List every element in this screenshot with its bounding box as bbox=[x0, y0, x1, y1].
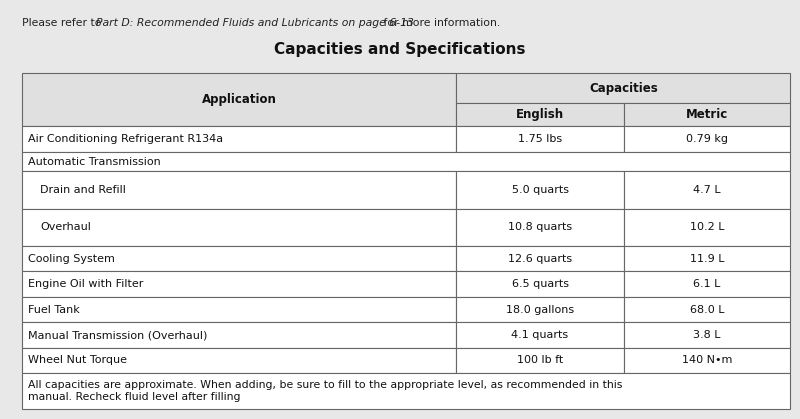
Text: Application: Application bbox=[202, 93, 277, 106]
Text: Metric: Metric bbox=[686, 108, 728, 121]
Text: 12.6 quarts: 12.6 quarts bbox=[508, 253, 572, 264]
Text: 0.79 kg: 0.79 kg bbox=[686, 134, 728, 144]
Text: 1.75 lbs: 1.75 lbs bbox=[518, 134, 562, 144]
Text: All capacities are approximate. When adding, be sure to fill to the appropriate : All capacities are approximate. When add… bbox=[28, 380, 622, 390]
Text: 18.0 gallons: 18.0 gallons bbox=[506, 305, 574, 315]
Text: Automatic Transmission: Automatic Transmission bbox=[28, 157, 161, 166]
Text: 140 N•m: 140 N•m bbox=[682, 355, 732, 365]
Text: Capacities and Specifications: Capacities and Specifications bbox=[274, 42, 526, 57]
Text: Capacities: Capacities bbox=[589, 82, 658, 95]
Text: 6.1 L: 6.1 L bbox=[694, 279, 721, 289]
Text: 3.8 L: 3.8 L bbox=[694, 330, 721, 340]
Text: 6.5 quarts: 6.5 quarts bbox=[511, 279, 569, 289]
Text: 4.1 quarts: 4.1 quarts bbox=[511, 330, 569, 340]
Text: Part D: Recommended Fluids and Lubricants on page 6-13: Part D: Recommended Fluids and Lubricant… bbox=[96, 18, 414, 28]
Text: 10.2 L: 10.2 L bbox=[690, 222, 724, 232]
Text: for more information.: for more information. bbox=[380, 18, 500, 28]
Text: 11.9 L: 11.9 L bbox=[690, 253, 724, 264]
Text: Fuel Tank: Fuel Tank bbox=[28, 305, 80, 315]
Text: 68.0 L: 68.0 L bbox=[690, 305, 724, 315]
Text: 4.7 L: 4.7 L bbox=[694, 185, 721, 195]
Text: Please refer to: Please refer to bbox=[22, 18, 106, 28]
Text: 5.0 quarts: 5.0 quarts bbox=[511, 185, 569, 195]
Text: Drain and Refill: Drain and Refill bbox=[40, 185, 126, 195]
Text: manual. Recheck fluid level after filling: manual. Recheck fluid level after fillin… bbox=[28, 392, 241, 402]
Text: Wheel Nut Torque: Wheel Nut Torque bbox=[28, 355, 127, 365]
Text: Air Conditioning Refrigerant R134a: Air Conditioning Refrigerant R134a bbox=[28, 134, 223, 144]
Text: English: English bbox=[516, 108, 564, 121]
Text: Overhaul: Overhaul bbox=[40, 222, 91, 232]
Text: Engine Oil with Filter: Engine Oil with Filter bbox=[28, 279, 143, 289]
Text: 100 lb ft: 100 lb ft bbox=[517, 355, 563, 365]
Text: Cooling System: Cooling System bbox=[28, 253, 115, 264]
Text: 10.8 quarts: 10.8 quarts bbox=[508, 222, 572, 232]
Text: Manual Transmission (Overhaul): Manual Transmission (Overhaul) bbox=[28, 330, 207, 340]
